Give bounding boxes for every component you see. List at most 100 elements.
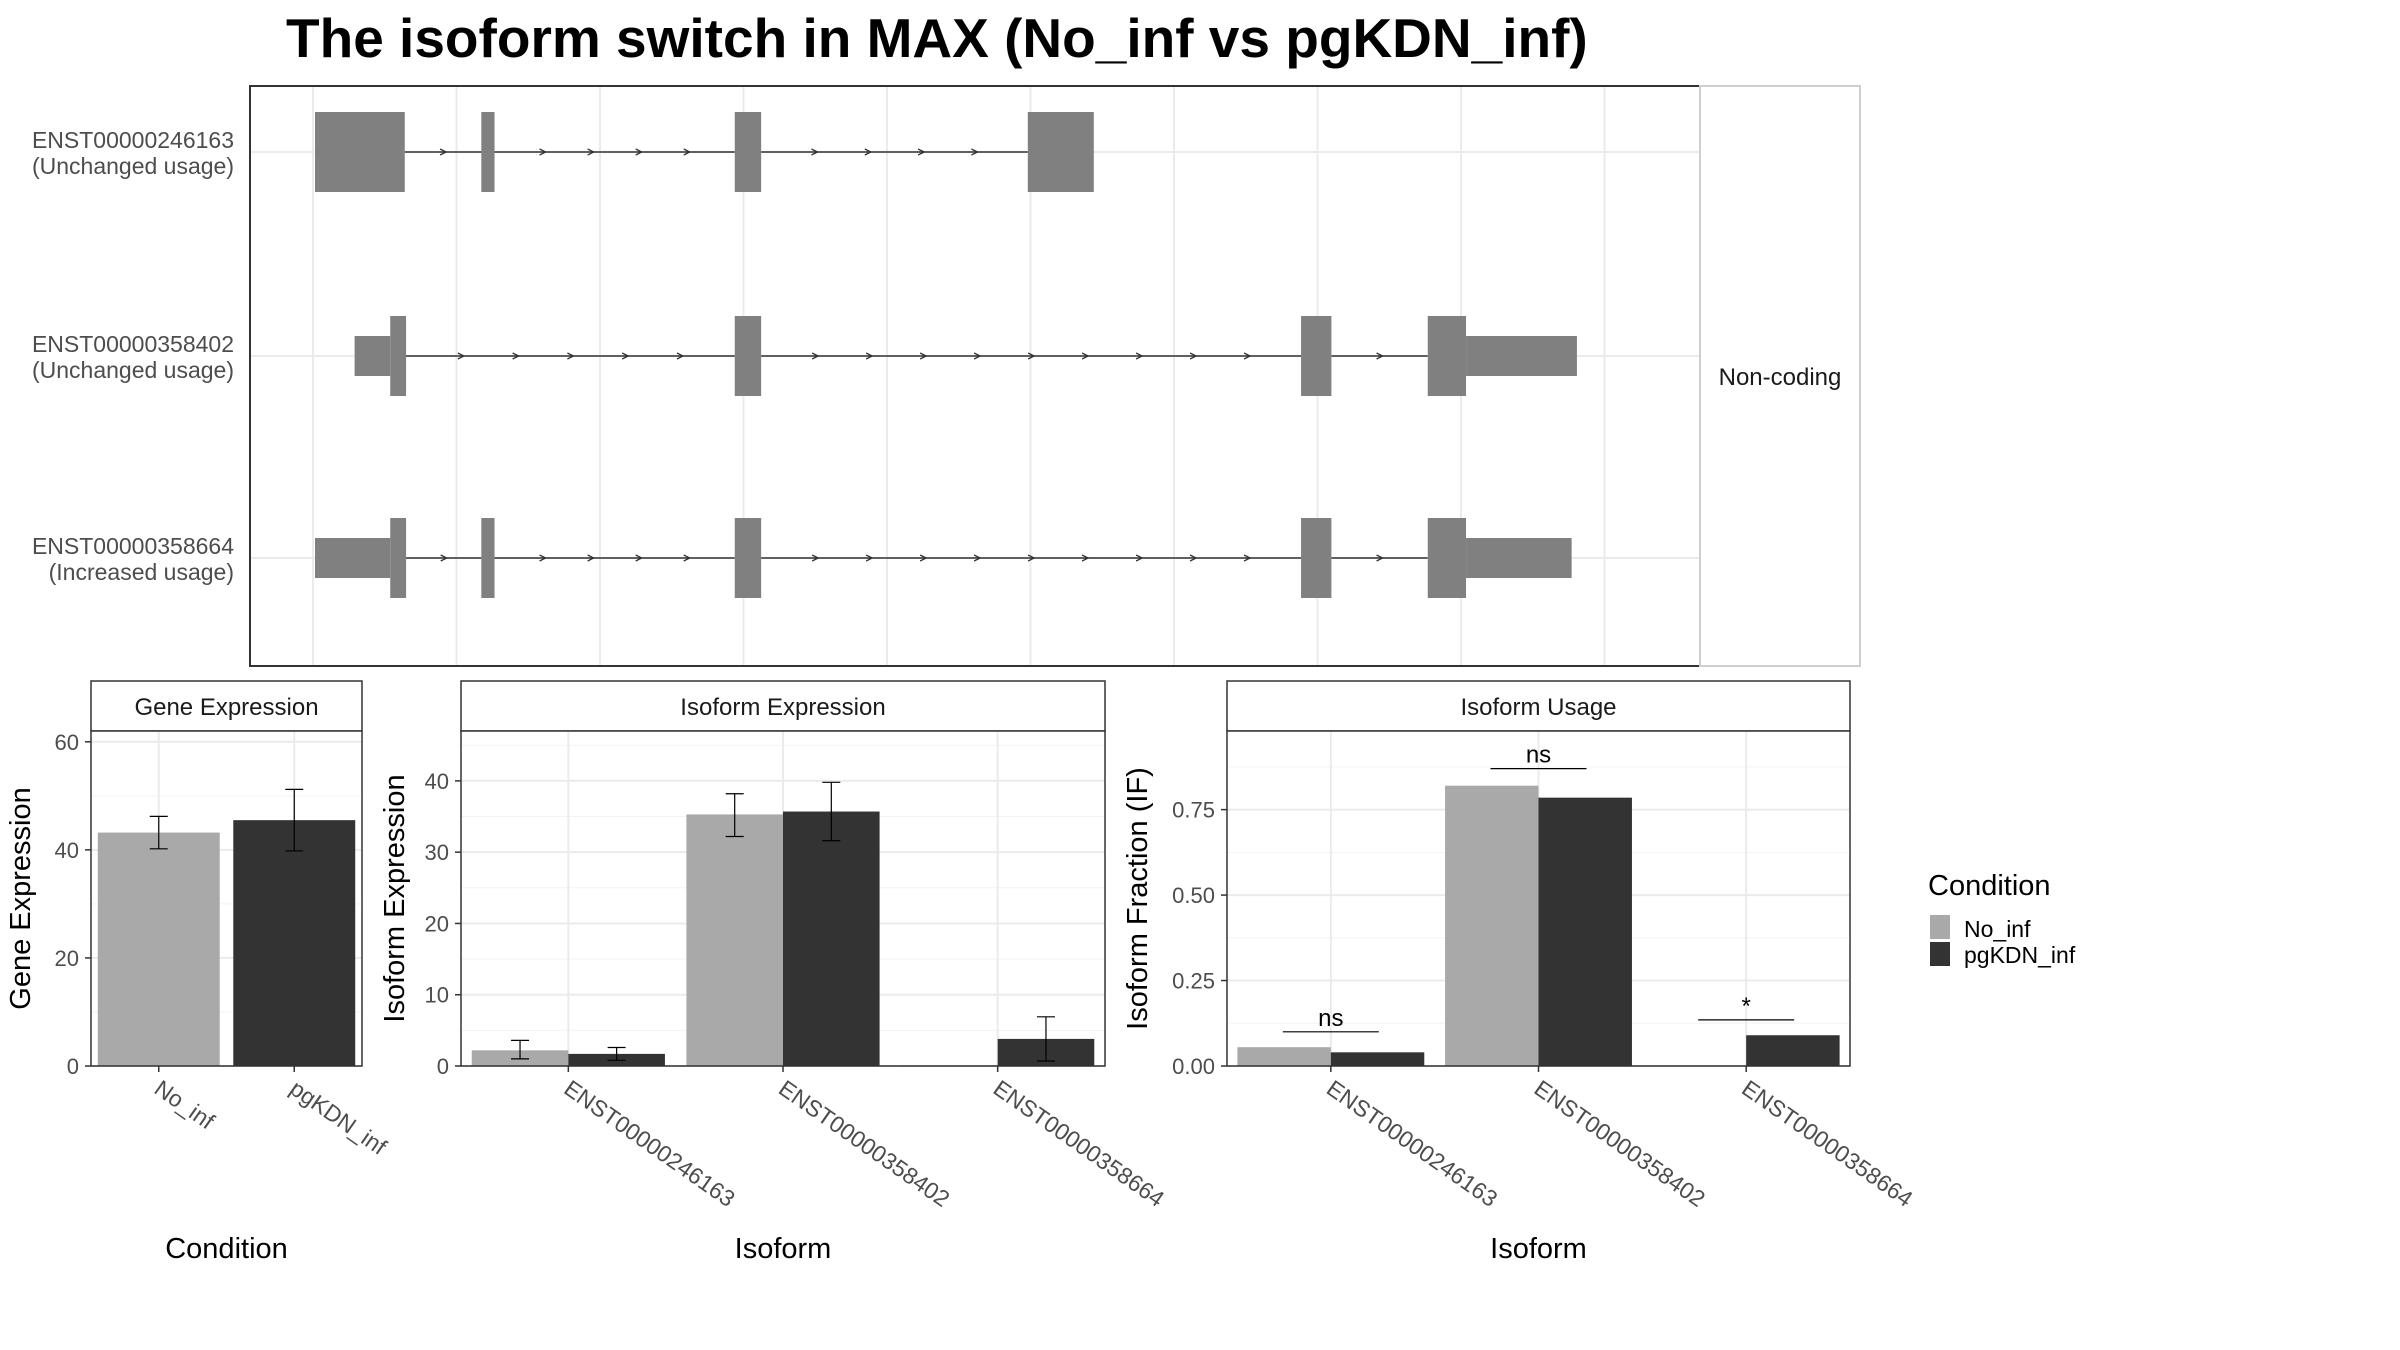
intron-arrow <box>635 148 644 156</box>
x-tick-label: ENST00000358664 <box>989 1075 1170 1212</box>
intron-arrow <box>683 554 692 562</box>
legend-swatch-no-inf <box>1930 915 1950 939</box>
intron-arrow <box>919 352 928 360</box>
coding-exon <box>1427 518 1467 598</box>
transcript-ENST00000358402: ENST00000358402(Unchanged usage) <box>32 316 1577 396</box>
y-tick-label: 0.25 <box>1172 969 1215 994</box>
y-tick-label: 0 <box>67 1054 79 1079</box>
y-axis-label: Isoform Fraction (IF) <box>1122 767 1154 1030</box>
legend-label-pgkdn-inf: pgKDN_inf <box>1964 942 2076 968</box>
coding-exon <box>734 316 762 396</box>
figure-title: The isoform switch in MAX (No_inf vs pgK… <box>286 7 1588 69</box>
intron-arrow <box>1081 554 1090 562</box>
transcript-usage-label: (Unchanged usage) <box>32 153 234 179</box>
x-axis-label: Condition <box>165 1233 288 1265</box>
intron-arrow <box>971 148 979 156</box>
y-axis-label: Isoform Expression <box>379 774 411 1022</box>
panel-border <box>1226 730 1851 1067</box>
x-axis-label: Isoform <box>1490 1233 1587 1265</box>
panel-border <box>90 730 363 1067</box>
intron-arrow <box>1376 352 1385 360</box>
y-tick-label: 40 <box>55 838 79 863</box>
legend: Condition No_inf pgKDN_inf <box>1928 870 2076 968</box>
intron-arrow <box>621 352 630 360</box>
intron-arrow <box>865 554 874 562</box>
panel-title: Isoform Usage <box>1460 694 1616 721</box>
coding-exon <box>734 518 762 598</box>
panel-border <box>460 730 1106 1067</box>
y-tick-label: 0.75 <box>1172 798 1215 823</box>
coding-exon <box>390 518 407 598</box>
coding-exon <box>1301 518 1332 598</box>
intron-arrow <box>539 148 548 156</box>
x-tick-label: ENST00000358664 <box>1737 1075 1918 1212</box>
coding-exon <box>315 112 405 192</box>
intron-arrow <box>811 148 819 156</box>
facet-strip-label: Non-coding <box>1719 364 1842 391</box>
coding-exon <box>1027 112 1094 192</box>
y-tick-label: 0.00 <box>1172 1054 1215 1079</box>
intron-arrow <box>457 352 466 360</box>
intron-arrow <box>1243 554 1252 562</box>
transcript-usage-label: (Unchanged usage) <box>32 357 234 383</box>
bar <box>1746 1035 1840 1066</box>
intron-arrow <box>683 148 692 156</box>
bar <box>1445 785 1539 1066</box>
significance-label: ns <box>1526 742 1551 769</box>
intron-arrow <box>587 148 596 156</box>
coding-exon <box>1427 316 1467 396</box>
x-axis-label: Isoform <box>735 1233 832 1265</box>
y-tick-label: 0 <box>437 1054 449 1079</box>
intron-arrow <box>1135 554 1144 562</box>
intron-arrow <box>1081 352 1090 360</box>
noncoding-exon <box>354 336 391 376</box>
coding-exon <box>481 112 495 192</box>
x-tick-label: pgKDN_inf <box>285 1075 392 1160</box>
legend-label-no-inf: No_inf <box>1964 916 2031 942</box>
intron-arrow <box>917 148 926 156</box>
intron-arrow <box>635 554 644 562</box>
intron-arrow <box>1027 352 1036 360</box>
legend-title: Condition <box>1928 870 2051 902</box>
x-tick-label: ENST00000358402 <box>774 1075 954 1212</box>
y-tick-label: 60 <box>55 730 79 755</box>
coding-exon <box>390 316 407 396</box>
intron-arrow <box>973 554 982 562</box>
intron-arrow <box>864 148 873 156</box>
noncoding-exon <box>1466 336 1577 376</box>
noncoding-exon <box>315 538 391 578</box>
y-tick-label: 10 <box>425 983 449 1008</box>
x-tick-label: ENST00000358402 <box>1530 1075 1710 1212</box>
transcript-usage-label: (Increased usage) <box>49 559 234 585</box>
x-tick-label: No_inf <box>150 1075 220 1135</box>
transcript-ENST00000246163: ENST00000246163(Unchanged usage) <box>32 112 1094 192</box>
y-tick-label: 40 <box>425 769 449 794</box>
legend-swatch-pgkdn-inf <box>1930 942 1950 966</box>
noncoding-exon <box>1466 538 1572 578</box>
y-tick-label: 20 <box>425 911 449 936</box>
gene-expression-panel: Gene Expression 0 20 40 60 No_inf pgKDN_inf Gen… <box>5 680 392 1265</box>
intron-arrow <box>1243 352 1252 360</box>
transcript-id-label: ENST00000358664 <box>32 533 234 559</box>
intron-arrow <box>539 554 548 562</box>
intron-arrow <box>1189 352 1198 360</box>
y-axis-label: Gene Expression <box>5 787 37 1009</box>
isoform-usage-panel: Isoform Usage 0.00 0.25 0.50 0.75 ENST0000024… <box>1122 680 1918 1265</box>
transcript-ENST00000358664: ENST00000358664(Increased usage) <box>32 518 1572 598</box>
intron-arrow <box>587 554 596 562</box>
intron-arrow <box>439 148 448 156</box>
significance-label: * <box>1741 993 1750 1020</box>
intron-arrow <box>1189 554 1198 562</box>
intron-arrow <box>811 554 820 562</box>
intron-arrow <box>440 554 449 562</box>
intron-arrow <box>1135 352 1144 360</box>
y-tick-label: 30 <box>425 840 449 865</box>
structure-facet-strip <box>1699 85 1861 667</box>
intron-arrow <box>1027 554 1036 562</box>
intron-arrow <box>973 352 982 360</box>
coding-exon <box>1301 316 1332 396</box>
x-tick-label: ENST00000246163 <box>559 1075 739 1212</box>
intron-arrow <box>676 352 685 360</box>
intron-arrow <box>512 352 521 360</box>
x-tick-label: ENST00000246163 <box>1322 1075 1502 1212</box>
